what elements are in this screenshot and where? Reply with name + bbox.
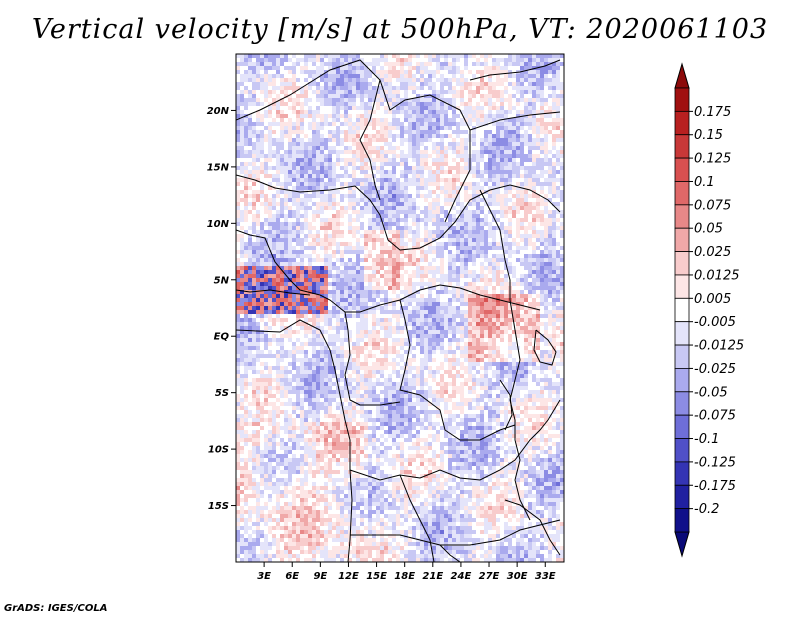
colorbar-swatch <box>674 414 690 439</box>
colorbar-swatch <box>674 508 690 533</box>
colorbar-swatch <box>674 134 690 159</box>
colorbar-label: 0.075 <box>694 198 731 213</box>
lon-tick-label: 30E <box>507 571 528 582</box>
colorbar-label: -0.175 <box>694 479 736 494</box>
lon-tick-label: 24E <box>451 571 472 582</box>
colorbar-label: 0.1 <box>694 175 715 190</box>
colorbar-swatch <box>674 321 690 346</box>
lon-tick-label: 27E <box>479 571 500 582</box>
lon-tick-label: 12E <box>338 571 359 582</box>
colorbar-swatch <box>674 484 690 510</box>
colorbar-label: 0.15 <box>694 128 723 143</box>
longitude-axis: 3E 6E 9E 12E 15E 18E 21E 24E 27E 30E 33E <box>257 562 556 582</box>
colorbar-swatch <box>674 157 690 182</box>
colorbar-swatch <box>674 87 690 112</box>
vertical-velocity-field <box>236 54 564 562</box>
colorbar-swatch <box>674 297 690 323</box>
lat-tick-label: 15N <box>207 162 230 173</box>
page-title: Vertical velocity [m/s] at 500hPa, VT: 2… <box>31 14 769 45</box>
colorbar-label: -0.125 <box>694 455 736 470</box>
colorbar-label: -0.2 <box>694 502 719 517</box>
lat-tick-label: 5S <box>215 388 229 399</box>
lon-tick-label: 6E <box>285 571 299 582</box>
lon-tick-label: 15E <box>366 571 387 582</box>
colorbar-label: 0.005 <box>694 292 731 307</box>
lat-tick-label: 10S <box>208 445 229 456</box>
colorbar-label: 0.025 <box>694 245 731 260</box>
colorbar-label: -0.1 <box>694 432 719 447</box>
lon-tick-label: 21E <box>422 571 443 582</box>
colorbar-swatch <box>674 344 690 369</box>
colorbar-label: -0.0125 <box>694 339 744 354</box>
colorbar-swatch <box>674 227 690 252</box>
colorbar-label: -0.005 <box>694 315 736 330</box>
colorbar-swatch <box>674 110 690 136</box>
lat-tick-label: 20N <box>207 106 230 117</box>
colorbar-label: 0.05 <box>694 222 723 237</box>
colorbar-swatch <box>674 461 690 486</box>
country-boundaries <box>236 59 561 562</box>
colorbar-top-arrow <box>674 62 690 89</box>
colorbar-swatch <box>674 251 690 276</box>
grads-credit: GrADS: IGES/COLA <box>4 603 108 614</box>
colorbar-label: -0.025 <box>694 362 736 377</box>
lat-tick-label: 10N <box>207 219 230 230</box>
lat-tick-label: EQ <box>214 332 230 343</box>
lon-tick-label: 3E <box>257 571 271 582</box>
colorbar-swatch <box>674 438 690 463</box>
colorbar-label: 0.0125 <box>694 268 740 283</box>
colorbar-bottom-arrow <box>674 531 690 558</box>
lon-tick-label: 33E <box>535 571 556 582</box>
map-frame <box>235 53 565 563</box>
colorbar-swatch <box>674 181 690 206</box>
colorbar-label: 0.175 <box>694 105 731 120</box>
colorbar-swatch <box>674 368 690 393</box>
lon-tick-label: 9E <box>313 571 327 582</box>
lon-tick-label: 18E <box>394 571 415 582</box>
colorbar-swatch <box>674 204 690 229</box>
colorbar-label: -0.075 <box>694 409 736 424</box>
latitude-axis: 20N 15N 10N 5N EQ 5S 10S 15S <box>207 106 236 512</box>
colorbar-swatch <box>674 274 690 299</box>
lat-tick-label: 15S <box>208 501 229 512</box>
lat-tick-label: 5N <box>214 275 230 286</box>
colorbar-label: 0.125 <box>694 152 731 167</box>
colorbar-swatch <box>674 391 690 416</box>
colorbar-label: -0.05 <box>694 385 728 400</box>
colorbar: 0.175 0.15 0.125 0.1 0.075 0.05 0.025 0.0125 0.0… <box>674 62 744 558</box>
